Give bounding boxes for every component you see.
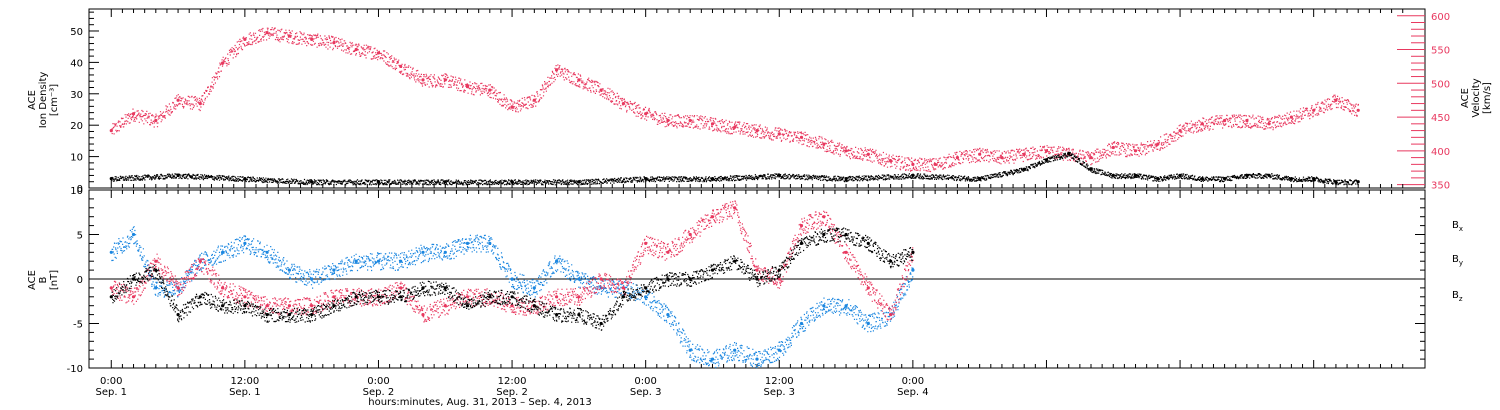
velocity-point xyxy=(666,118,670,123)
right-tick-label: 550 xyxy=(1431,46,1450,57)
density-series-cloud xyxy=(111,151,1359,186)
left-axis-label-field: ACEB[nT] xyxy=(27,270,60,290)
by-point xyxy=(577,277,581,281)
velocity-point xyxy=(978,152,982,156)
velocity-point xyxy=(1267,122,1271,126)
left-tick-label: 50 xyxy=(70,27,83,38)
bz-point xyxy=(332,295,336,299)
x-tick-time-label: 0:00 xyxy=(367,376,389,387)
b-tick-label: 10 xyxy=(70,186,83,197)
by-point xyxy=(532,286,536,290)
velocity-point xyxy=(577,78,581,82)
left-tick-label: 20 xyxy=(70,121,83,132)
bz-point xyxy=(577,295,581,299)
bz-point xyxy=(109,286,113,290)
bx-point xyxy=(310,313,314,317)
velocity-point xyxy=(131,112,136,116)
bz-point xyxy=(465,295,470,299)
x-tick-time-label: 12:00 xyxy=(230,376,259,387)
velocity-series-cloud xyxy=(111,27,1359,173)
bx-point xyxy=(688,277,692,281)
left-tick-label: 30 xyxy=(70,90,83,101)
b-tick-label: 0 xyxy=(77,275,83,286)
legend-bz: Bz xyxy=(1452,290,1463,303)
by-point xyxy=(911,268,915,272)
x-tick-time-label: 12:00 xyxy=(498,376,527,387)
x-tick-date-label: Sep. 3 xyxy=(630,387,662,398)
x-tick-time-label: 0:00 xyxy=(634,376,656,387)
bx-point xyxy=(866,241,870,245)
velocity-point xyxy=(421,78,425,82)
by-point xyxy=(755,357,759,361)
bx-point xyxy=(532,304,536,308)
bx-point xyxy=(777,268,781,272)
right-tick-label: 600 xyxy=(1431,12,1450,23)
density-series xyxy=(109,151,1360,186)
x-tick-date-label: Sep. 2 xyxy=(363,387,395,398)
by-point xyxy=(822,304,826,308)
x-tick-time-label: 0:00 xyxy=(902,376,924,387)
bz-point xyxy=(777,277,781,281)
left-tick-label: 10 xyxy=(70,153,83,164)
right-tick-label: 500 xyxy=(1431,79,1450,90)
right-tick-label: 400 xyxy=(1431,147,1450,158)
right-tick-label: 350 xyxy=(1431,181,1450,192)
by-point xyxy=(243,241,247,245)
x-tick-date-label: Sep. 3 xyxy=(763,387,795,398)
x-tick-date-label: Sep. 1 xyxy=(229,387,261,398)
bx-point xyxy=(844,232,848,237)
bz-point xyxy=(688,232,692,237)
bz-series xyxy=(109,200,915,323)
by-point xyxy=(733,348,737,352)
b-tick-label: -10 xyxy=(67,364,83,375)
b-tick-label: 5 xyxy=(77,231,83,242)
by-point xyxy=(332,268,336,272)
bz-series-cloud xyxy=(111,200,914,323)
bz-point xyxy=(421,313,425,317)
by-point xyxy=(465,241,470,245)
bx-point xyxy=(666,277,670,281)
bx-point xyxy=(889,259,893,263)
bx-point xyxy=(465,304,470,308)
bx-point xyxy=(710,268,715,272)
left-tick-label: 40 xyxy=(70,58,83,69)
bx-point xyxy=(911,250,915,254)
velocity-point xyxy=(1111,145,1115,150)
right-axis-label-velocity: ACEVelocity[km/s] xyxy=(1460,78,1493,117)
legend-by: By xyxy=(1452,254,1463,267)
left-tick-label: 0 xyxy=(77,184,83,195)
velocity-point xyxy=(109,129,113,133)
bx-point xyxy=(376,295,381,299)
b-tick-label: -5 xyxy=(73,320,83,331)
bottom-panel-magnetic-field: -10 -5 0 5 10 ACEB[nT] Bx By Bz xyxy=(27,186,1463,375)
bx-point xyxy=(621,295,626,299)
by-point xyxy=(443,250,447,254)
velocity-point xyxy=(866,152,870,156)
x-tick-time-label: 0:00 xyxy=(100,376,122,387)
x-axis-label: hours:minutes, Aug. 31, 2013 – Sep. 4, 2… xyxy=(368,397,591,408)
velocity-point xyxy=(733,125,737,129)
velocity-series xyxy=(109,27,1360,173)
x-tick-time-label: 12:00 xyxy=(765,376,794,387)
by-point xyxy=(666,313,670,317)
velocity-point xyxy=(198,102,202,106)
bx-point xyxy=(176,313,180,317)
legend-bx: Bx xyxy=(1452,220,1463,233)
x-tick-date-label: Sep. 1 xyxy=(95,387,127,398)
bx-series xyxy=(109,227,915,331)
by-point xyxy=(109,250,113,254)
bz-point xyxy=(866,286,870,290)
right-tick-label: 450 xyxy=(1431,113,1450,124)
left-axis-label-density: ACEIon Density[cm⁻³] xyxy=(27,72,60,129)
bx-point xyxy=(243,304,247,308)
x-tick-date-label: Sep. 2 xyxy=(496,387,528,398)
x-tick-date-label: Sep. 4 xyxy=(897,387,929,398)
